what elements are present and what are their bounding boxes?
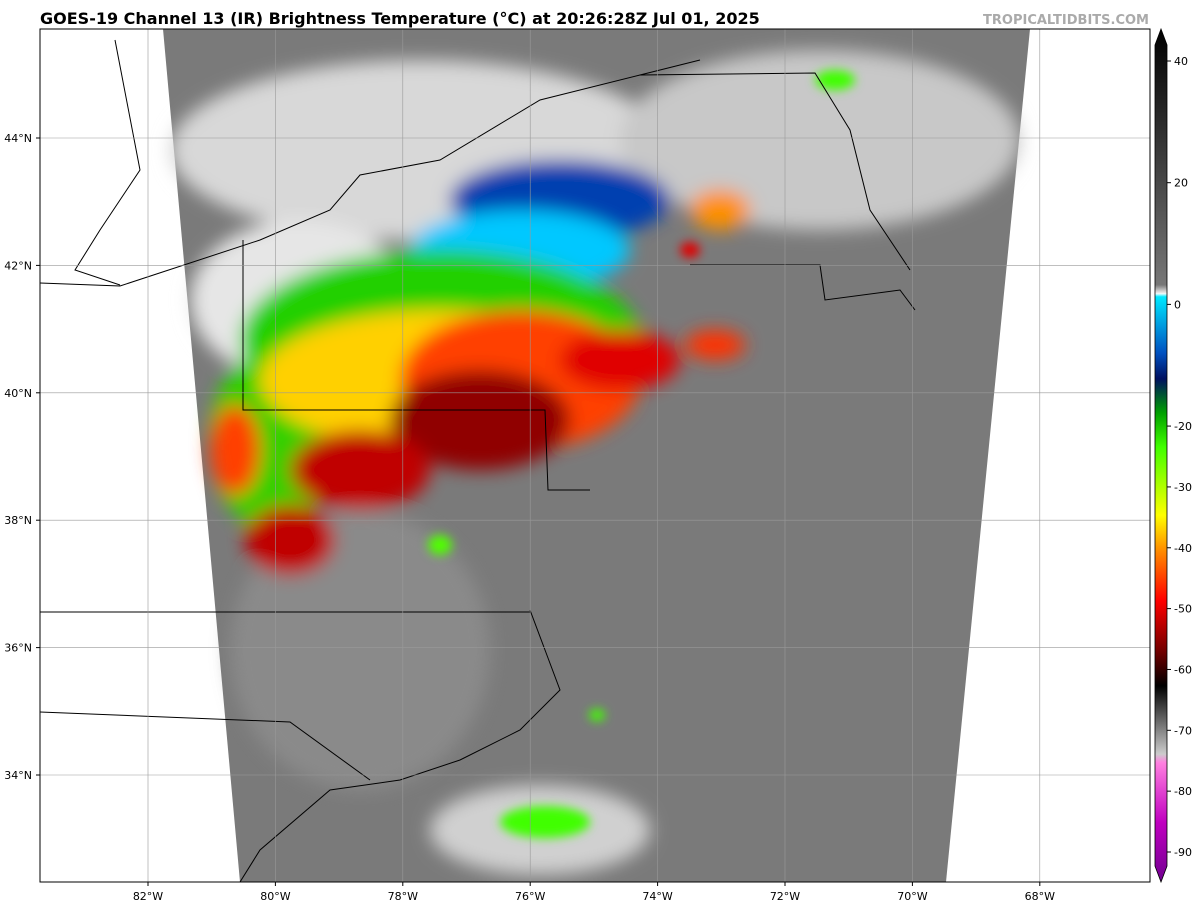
- lat-label: 34°N: [4, 769, 32, 782]
- colorbar-label: 20: [1174, 177, 1188, 190]
- colorbar-label: -50: [1174, 603, 1192, 616]
- colorbar-label: -90: [1174, 846, 1192, 859]
- lon-label: 72°W: [770, 890, 800, 903]
- lat-label: 42°N: [4, 259, 32, 272]
- colorbar-label: -60: [1174, 663, 1192, 676]
- lat-label: 44°N: [4, 132, 32, 145]
- lon-label: 70°W: [897, 890, 927, 903]
- colorbar-label: -30: [1174, 481, 1192, 494]
- colorbar-label: -80: [1174, 785, 1192, 798]
- colorbar-label: -40: [1174, 542, 1192, 555]
- colorbar: [1154, 27, 1168, 884]
- lon-label: 76°W: [515, 890, 545, 903]
- lon-label: 82°W: [133, 890, 163, 903]
- title: GOES-19 Channel 13 (IR) Brightness Tempe…: [40, 9, 760, 28]
- lon-label: 80°W: [260, 890, 290, 903]
- colorbar-label: 40: [1174, 55, 1188, 68]
- graticule: [40, 29, 1150, 882]
- colorbar-label: -20: [1174, 420, 1192, 433]
- imagery: [40, 29, 1150, 882]
- map-frame: [39, 28, 1151, 883]
- lon-label: 68°W: [1025, 890, 1055, 903]
- source: TROPICALTIDBITS.COM: [983, 13, 1149, 28]
- lon-label: 74°W: [642, 890, 672, 903]
- lat-label: 40°N: [4, 387, 32, 400]
- lat-label: 36°N: [4, 642, 32, 655]
- lat-label: 38°N: [4, 514, 32, 527]
- lon-label: 78°W: [388, 890, 418, 903]
- colorbar-label: 0: [1174, 298, 1181, 311]
- colorbar-label: -70: [1174, 724, 1192, 737]
